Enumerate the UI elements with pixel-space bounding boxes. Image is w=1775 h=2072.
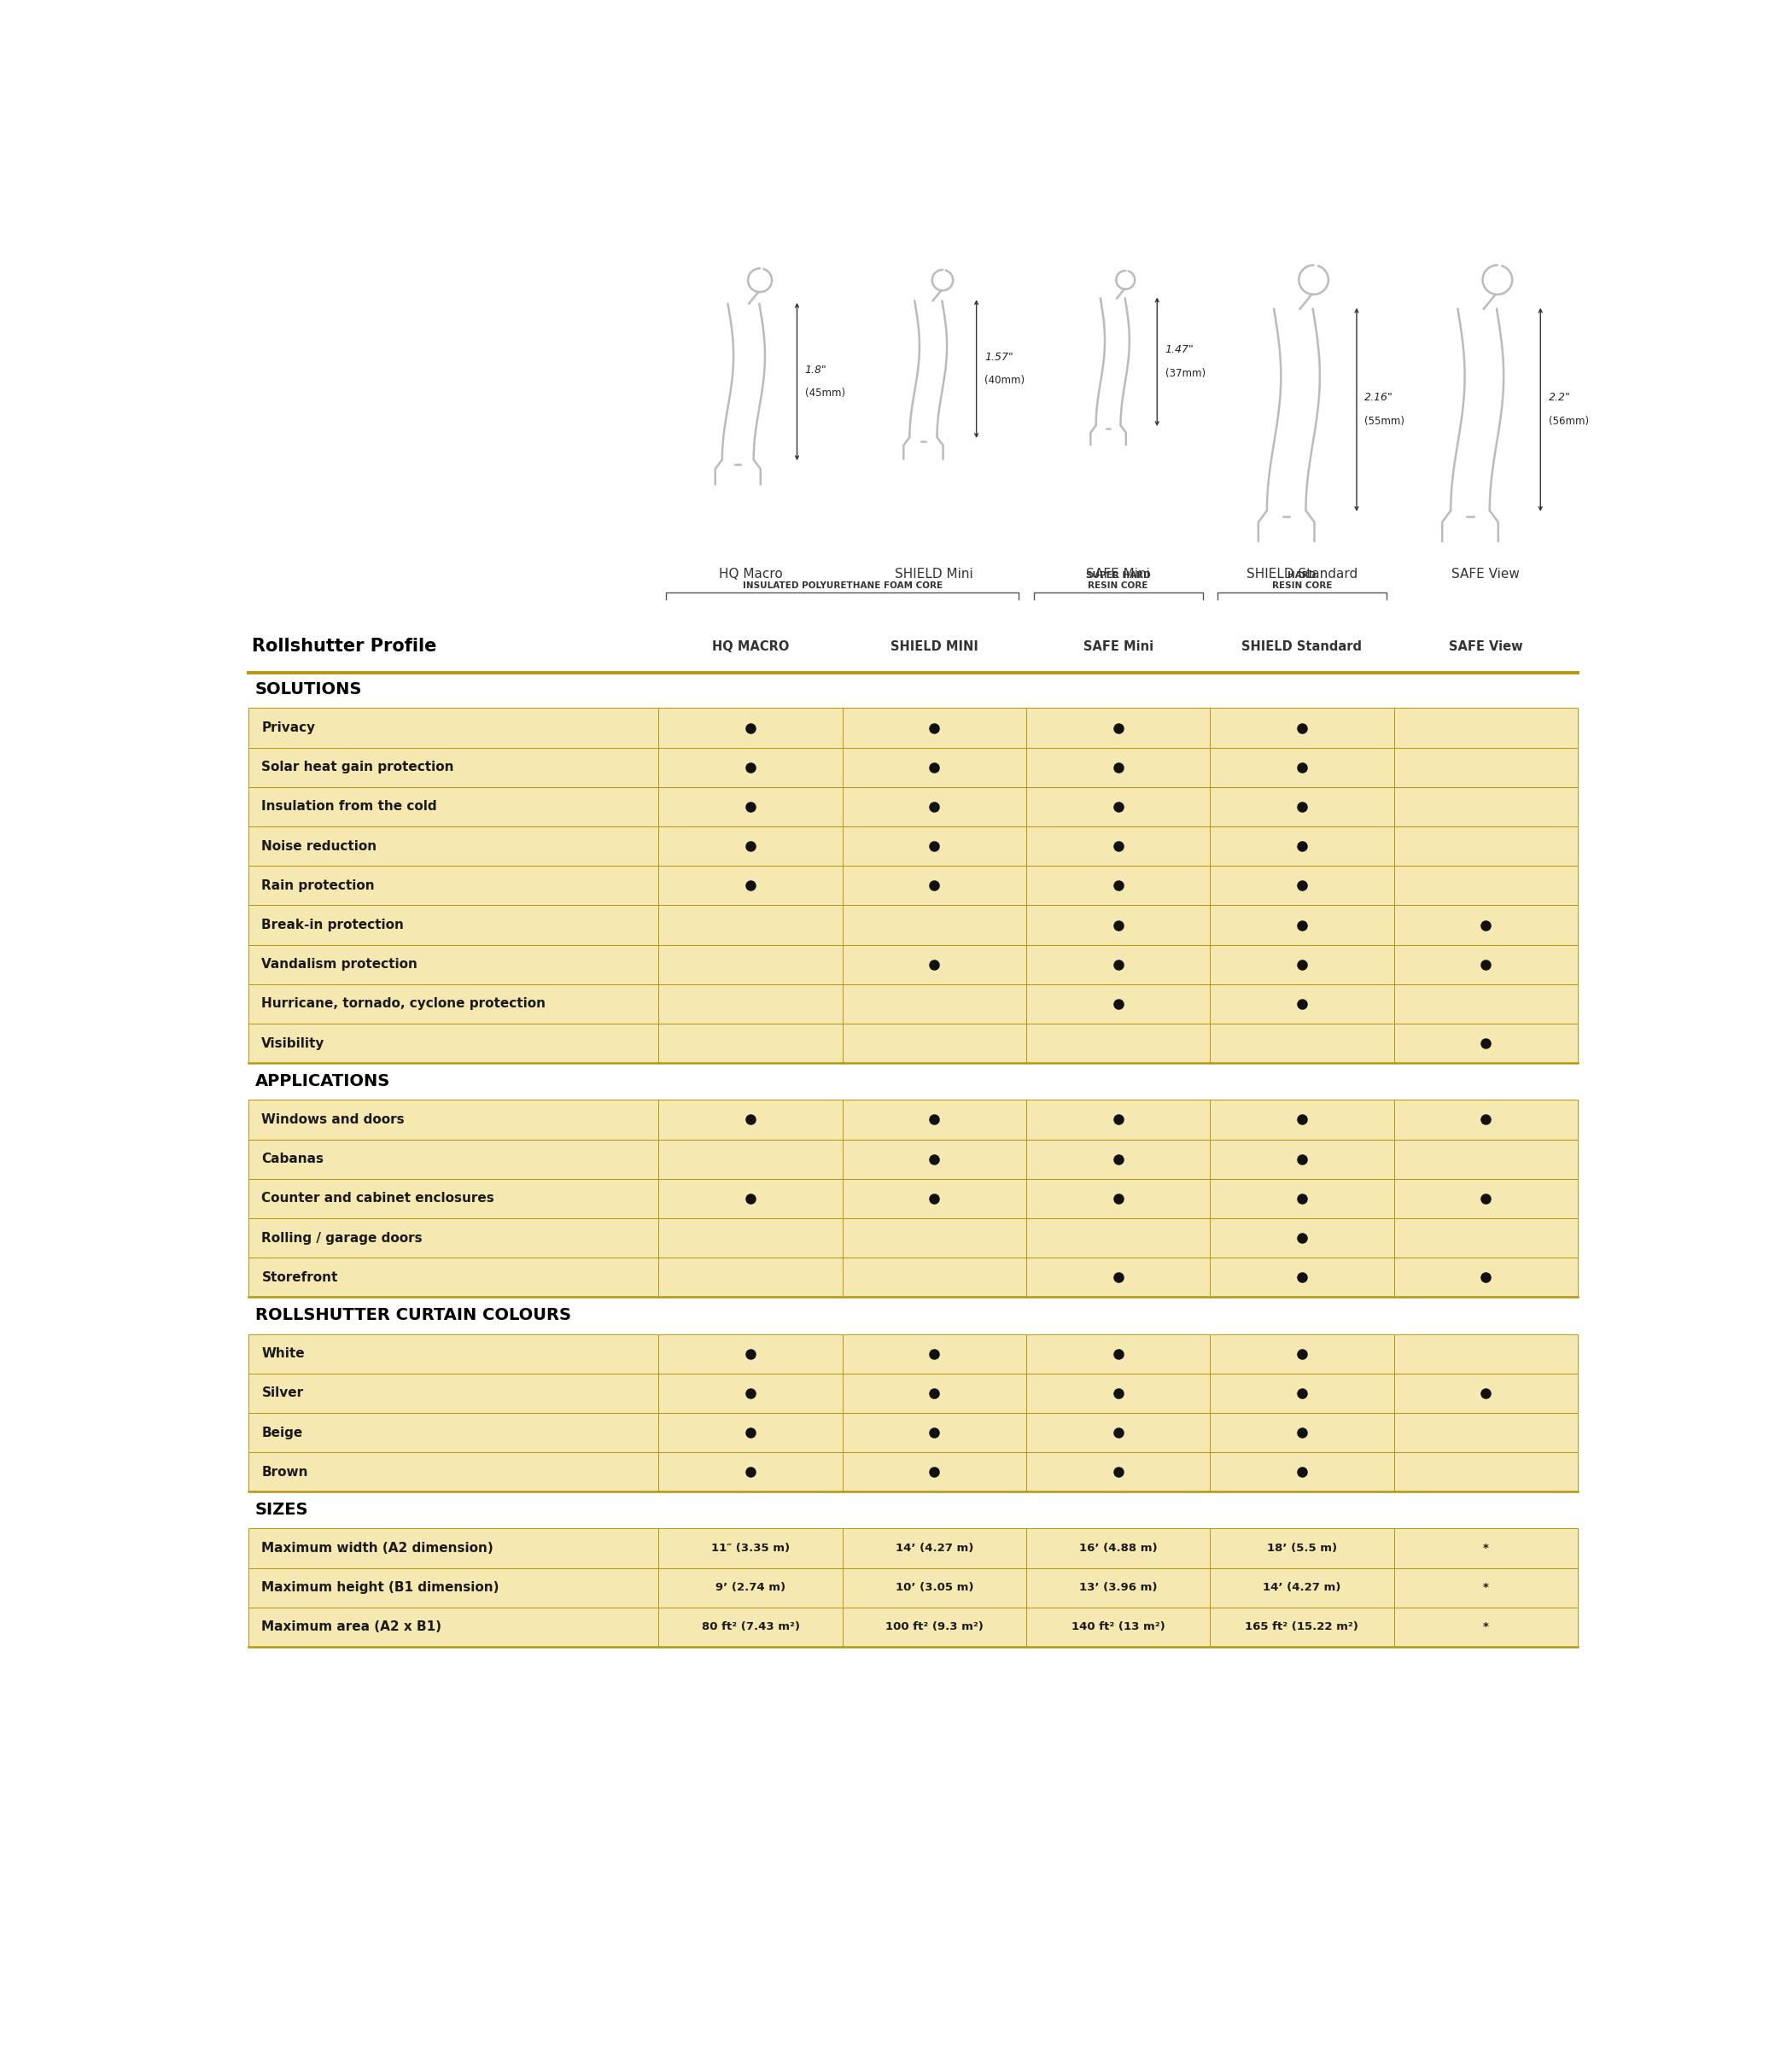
Text: 140 ft² (13 m²): 140 ft² (13 m²) — [1072, 1622, 1164, 1633]
Text: HARD
RESIN CORE: HARD RESIN CORE — [1273, 572, 1331, 591]
Bar — [248, 1569, 1578, 1608]
Text: Solar heat gain protection: Solar heat gain protection — [261, 760, 454, 773]
Bar — [248, 827, 1578, 866]
Text: 14’ (4.27 m): 14’ (4.27 m) — [895, 1544, 973, 1554]
Bar — [248, 1334, 1578, 1374]
Text: Rain protection: Rain protection — [261, 879, 375, 893]
Text: (40mm): (40mm) — [985, 375, 1024, 385]
Bar — [248, 1179, 1578, 1218]
Text: 10’ (3.05 m): 10’ (3.05 m) — [895, 1583, 973, 1593]
Text: Vandalism protection: Vandalism protection — [261, 957, 417, 972]
Text: SHIELD Standard: SHIELD Standard — [1242, 640, 1361, 653]
Text: (56mm): (56mm) — [1548, 416, 1589, 427]
Text: (45mm): (45mm) — [804, 387, 845, 400]
Text: Privacy: Privacy — [261, 721, 316, 733]
Bar — [248, 709, 1578, 748]
Text: ROLLSHUTTER CURTAIN COLOURS: ROLLSHUTTER CURTAIN COLOURS — [256, 1307, 572, 1324]
Text: HQ MACRO: HQ MACRO — [712, 640, 790, 653]
Bar — [248, 1140, 1578, 1179]
Text: HQ Macro: HQ Macro — [719, 568, 783, 580]
Text: Break-in protection: Break-in protection — [261, 918, 405, 932]
Text: *: * — [1482, 1544, 1489, 1554]
Text: Maximum height (B1 dimension): Maximum height (B1 dimension) — [261, 1581, 499, 1593]
Text: *: * — [1482, 1622, 1489, 1633]
Text: Maximum area (A2 x B1): Maximum area (A2 x B1) — [261, 1620, 442, 1633]
Text: INSULATED POLYURETHANE FOAM CORE: INSULATED POLYURETHANE FOAM CORE — [742, 582, 943, 591]
Text: 80 ft² (7.43 m²): 80 ft² (7.43 m²) — [701, 1622, 799, 1633]
Text: 165 ft² (15.22 m²): 165 ft² (15.22 m²) — [1246, 1622, 1358, 1633]
Text: (37mm): (37mm) — [1164, 369, 1205, 379]
Text: 1.8": 1.8" — [804, 365, 827, 375]
Text: 1.57": 1.57" — [985, 352, 1014, 363]
Text: Beige: Beige — [261, 1426, 304, 1438]
Text: 13’ (3.96 m): 13’ (3.96 m) — [1079, 1583, 1157, 1593]
Text: 11″ (3.35 m): 11″ (3.35 m) — [712, 1544, 790, 1554]
Text: Brown: Brown — [261, 1465, 309, 1479]
Text: 18’ (5.5 m): 18’ (5.5 m) — [1267, 1544, 1337, 1554]
Text: 100 ft² (9.3 m²): 100 ft² (9.3 m²) — [886, 1622, 983, 1633]
Text: 2.2": 2.2" — [1548, 392, 1571, 404]
Bar — [248, 1452, 1578, 1492]
Text: (55mm): (55mm) — [1365, 416, 1404, 427]
Bar — [248, 1100, 1578, 1140]
Text: 1.47": 1.47" — [1164, 344, 1195, 356]
Text: SAFE Mini: SAFE Mini — [1083, 640, 1154, 653]
Bar — [248, 1413, 1578, 1452]
Bar — [248, 1529, 1578, 1569]
Text: SAFE Mini: SAFE Mini — [1086, 568, 1150, 580]
Text: Rolling / garage doors: Rolling / garage doors — [261, 1231, 422, 1245]
Bar — [248, 1258, 1578, 1297]
Text: SHIELD Mini: SHIELD Mini — [895, 568, 973, 580]
Text: Windows and doors: Windows and doors — [261, 1113, 405, 1125]
Bar — [248, 748, 1578, 787]
Text: Noise reduction: Noise reduction — [261, 839, 376, 852]
Text: Insulation from the cold: Insulation from the cold — [261, 800, 437, 812]
Bar — [248, 905, 1578, 945]
Text: Visibility: Visibility — [261, 1036, 325, 1051]
Text: SAFE View: SAFE View — [1452, 568, 1519, 580]
Bar — [248, 787, 1578, 827]
Text: 2.16": 2.16" — [1365, 392, 1393, 404]
Bar — [248, 866, 1578, 905]
Bar — [248, 1218, 1578, 1258]
Bar — [248, 945, 1578, 984]
Text: Maximum width (A2 dimension): Maximum width (A2 dimension) — [261, 1542, 493, 1554]
Text: White: White — [261, 1347, 305, 1359]
Bar — [248, 1024, 1578, 1063]
Text: APPLICATIONS: APPLICATIONS — [256, 1073, 390, 1090]
Bar — [248, 1374, 1578, 1413]
Text: Storefront: Storefront — [261, 1270, 337, 1285]
Text: Hurricane, tornado, cyclone protection: Hurricane, tornado, cyclone protection — [261, 997, 547, 1011]
Text: *: * — [1482, 1583, 1489, 1593]
Text: 16’ (4.88 m): 16’ (4.88 m) — [1079, 1544, 1157, 1554]
Text: SHIELD Standard: SHIELD Standard — [1246, 568, 1358, 580]
Text: SIZES: SIZES — [256, 1502, 309, 1517]
Text: 14’ (4.27 m): 14’ (4.27 m) — [1264, 1583, 1340, 1593]
Text: SAFE View: SAFE View — [1448, 640, 1523, 653]
Text: Cabanas: Cabanas — [261, 1152, 323, 1167]
Text: SHIELD MINI: SHIELD MINI — [891, 640, 978, 653]
Text: Rollshutter Profile: Rollshutter Profile — [252, 638, 437, 655]
Text: 9’ (2.74 m): 9’ (2.74 m) — [715, 1583, 786, 1593]
Bar — [248, 984, 1578, 1024]
Bar — [248, 1608, 1578, 1647]
Text: SOLUTIONS: SOLUTIONS — [256, 682, 362, 696]
Text: SUPER HARD
RESIN CORE: SUPER HARD RESIN CORE — [1086, 572, 1150, 591]
Text: Counter and cabinet enclosures: Counter and cabinet enclosures — [261, 1191, 495, 1206]
Text: Silver: Silver — [261, 1386, 304, 1399]
